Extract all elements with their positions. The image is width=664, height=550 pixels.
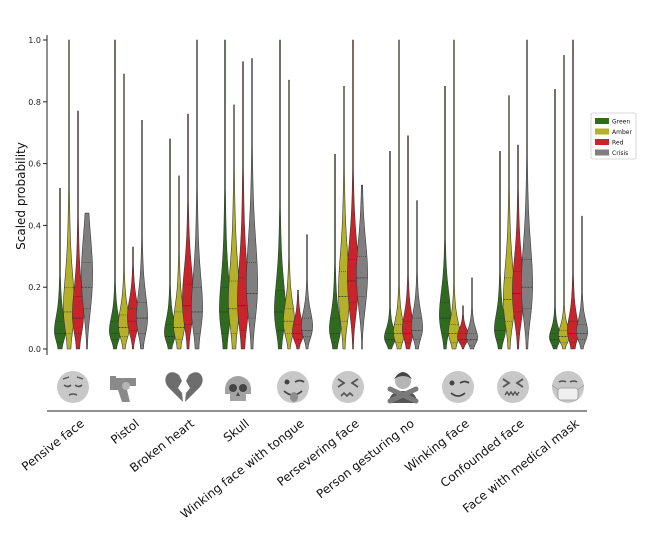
violin-green [384, 150, 396, 350]
face-with-medical-mask-emoji [551, 371, 585, 403]
confounded-face-emoji [497, 371, 529, 403]
y-ticks: 0.0 0.2 0.4 0.6 0.8 1.0 [28, 36, 47, 354]
violin-crisis [191, 39, 203, 350]
violin-series-green [54, 39, 561, 350]
legend-swatch-crisis [595, 149, 609, 156]
violin-crisis [576, 215, 588, 350]
violin-green [549, 89, 561, 350]
violin-amber [503, 95, 515, 350]
skull-emoji [225, 376, 251, 401]
persevering-face-emoji [332, 371, 364, 403]
violin-crisis [411, 200, 423, 350]
legend-swatch-amber [595, 128, 609, 135]
violin-green [439, 86, 451, 350]
legend: Green Amber Red Crisis [590, 112, 637, 160]
y-tick-label: 0.0 [28, 345, 41, 354]
violin-red [182, 113, 194, 350]
violin-amber [393, 39, 405, 350]
y-tick-label: 0.6 [28, 160, 41, 169]
pensive-face-emoji [57, 371, 89, 403]
violin-series-red [72, 39, 579, 350]
violin-series-amber [63, 39, 570, 350]
violin-crisis [521, 39, 533, 350]
violin-crisis [81, 212, 93, 350]
category-label: Person gesturing no [314, 416, 417, 501]
legend-swatch-green [595, 118, 609, 124]
violin-red [347, 39, 359, 350]
y-axis-title: Scaled probability [14, 142, 28, 250]
violin-amber [338, 86, 350, 350]
y-tick-label: 0.4 [28, 221, 41, 230]
violin-green [54, 188, 66, 350]
violin-red [237, 61, 249, 350]
violin-amber [63, 39, 75, 350]
violin-crisis [466, 277, 478, 350]
violin-series-crisis [81, 39, 588, 350]
violin-green [109, 39, 121, 350]
violin-crisis [301, 234, 313, 350]
category-label: Pensive face [19, 416, 87, 473]
violin-crisis [136, 120, 148, 350]
violin-red [567, 39, 579, 350]
violin-red [512, 144, 524, 350]
violins [54, 39, 588, 350]
legend-label: Crisis [612, 150, 628, 157]
legend-label: Green [612, 118, 630, 125]
pistol-emoji [110, 376, 136, 402]
violin-green [219, 39, 231, 350]
violin-green [274, 39, 286, 350]
person-gesturing-no-emoji [387, 372, 419, 404]
violin-green [329, 154, 341, 350]
violin-crisis [246, 58, 258, 350]
y-tick-label: 0.8 [28, 98, 41, 107]
violin-amber [558, 55, 570, 350]
legend-label: Amber [612, 129, 632, 136]
legend-frame [590, 112, 637, 160]
legend-label: Red [612, 139, 624, 146]
violin-amber [228, 104, 240, 350]
winking-face-emoji [442, 371, 474, 403]
y-tick-label: 1.0 [28, 36, 41, 45]
legend-swatch-red [595, 139, 609, 145]
category-label: Skull [221, 416, 252, 445]
violin-red [72, 110, 84, 350]
violin-amber [283, 79, 295, 350]
broken-heart-emoji [165, 372, 203, 402]
winking-face-with-tongue-emoji [277, 371, 309, 403]
violin-amber [118, 73, 130, 350]
violin-red [402, 135, 414, 350]
violin-green [164, 138, 176, 350]
violin-amber [448, 39, 460, 350]
category-label: Pistol [108, 416, 142, 447]
y-tick-label: 0.2 [28, 283, 41, 292]
violin-amber [173, 175, 185, 350]
violin-green [494, 150, 506, 350]
category-icons [57, 371, 585, 404]
violin-red [127, 246, 139, 350]
violin-crisis [356, 184, 368, 350]
